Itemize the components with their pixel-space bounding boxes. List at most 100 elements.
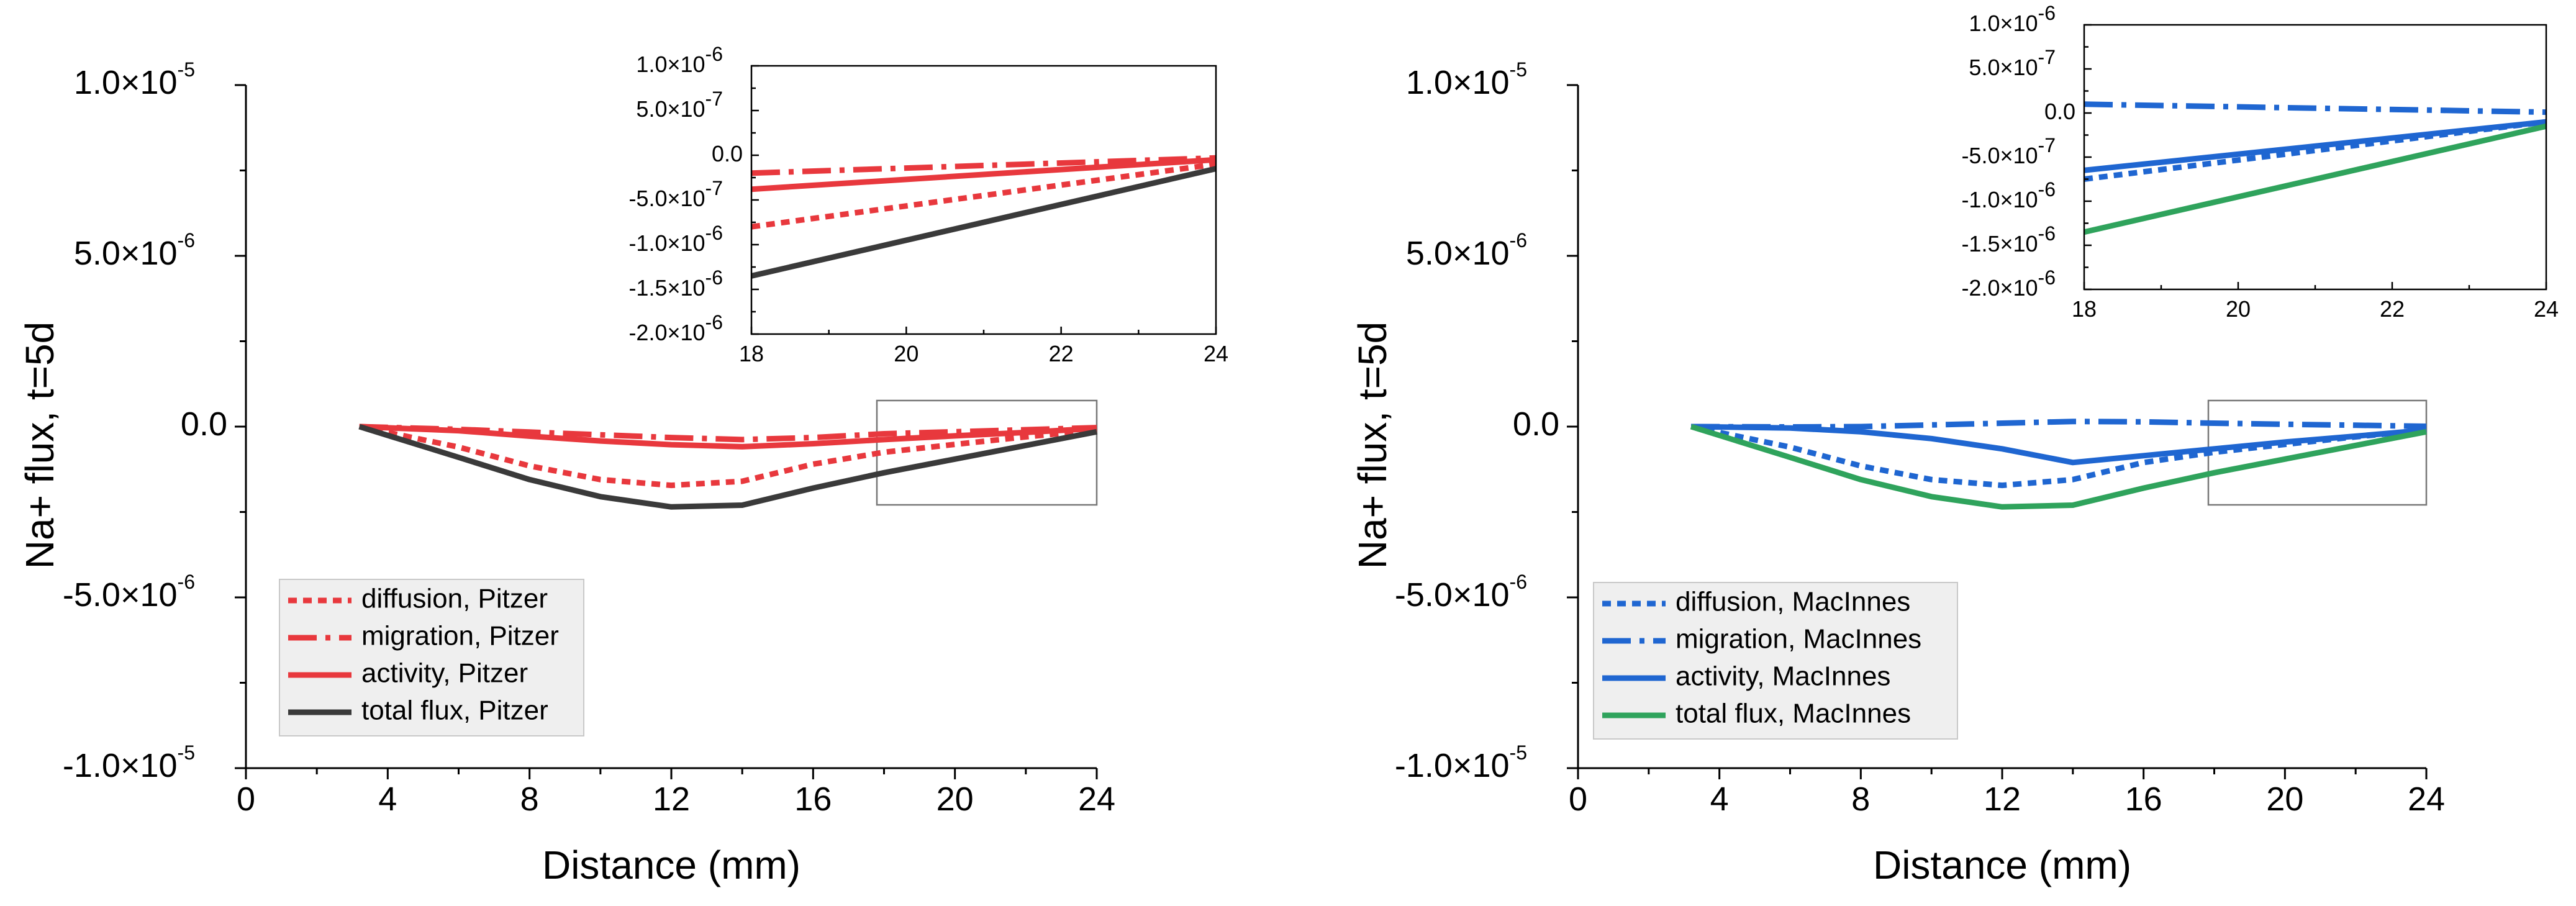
inset-y-tick-label: -1.5×10-6 <box>628 266 723 300</box>
y-tick-label-exponent: -5 <box>1510 58 1527 81</box>
inset-y-tick-label: 0.0 <box>2044 99 2075 124</box>
y-tick-label: 1.0×10-5 <box>74 58 195 101</box>
series-line-migration-pitzer <box>359 424 1097 443</box>
inset-y-tick-label: 5.0×10-7 <box>1969 46 2056 79</box>
x-tick-label: 24 <box>2408 781 2445 818</box>
inset-x-tick-label: 24 <box>1204 341 1228 366</box>
y-tick-label-mantissa: 5.0×10 <box>1406 235 1510 272</box>
x-tick-label: 0 <box>237 781 255 818</box>
inset-y-tick-label-exponent: -7 <box>2038 46 2056 68</box>
inset-y-tick-label-exponent: -6 <box>2038 222 2056 245</box>
inset-y-tick-label: 1.0×10-6 <box>636 43 723 76</box>
legend-label: diffusion, MacInnes <box>1676 587 1910 617</box>
x-tick-label: 24 <box>1078 781 1115 818</box>
inset-y-tick-label: -1.5×10-6 <box>1961 222 2056 256</box>
inset-x-tick-label: 18 <box>2072 296 2097 322</box>
x-tick-label: 20 <box>937 781 974 818</box>
inset-background <box>2084 25 2546 289</box>
series-line-migration-pitzer <box>751 155 1216 176</box>
y-tick-label-exponent: -6 <box>1510 571 1527 593</box>
inset-y-tick-label-exponent: -6 <box>705 266 723 289</box>
x-tick-label: 0 <box>1569 781 1587 818</box>
y-tick-label-mantissa: 0.0 <box>181 405 227 443</box>
inset-y-tick-label-mantissa: -5.0×10 <box>628 186 705 211</box>
y-tick-label-mantissa: -1.0×10 <box>63 747 178 784</box>
series-line-total-flux-macinnes <box>2084 123 2546 235</box>
y-tick-label: 0.0 <box>1513 405 1559 443</box>
inset-y-tick-label: -2.0×10-6 <box>628 311 723 345</box>
x-axis-title: Distance (mm) <box>542 843 800 887</box>
x-tick-label: 4 <box>378 781 397 818</box>
legend-label: migration, MacInnes <box>1676 624 1921 655</box>
x-tick-label: 4 <box>1710 781 1729 818</box>
y-tick-label-mantissa: 0.0 <box>1513 405 1559 443</box>
inset-y-tick-label-mantissa: -1.5×10 <box>1961 231 2038 256</box>
x-tick-label: 12 <box>653 781 690 818</box>
inset-y-tick-label-mantissa: 0.0 <box>712 141 743 166</box>
legend-label: activity, MacInnes <box>1676 661 1890 692</box>
inset-plot: 18 20 22 241.0×10-65.0×10-70.0-5.0×10-7-1.0… <box>628 43 1228 366</box>
y-tick-label: -5.0×10-6 <box>63 571 195 614</box>
x-tick-label: 16 <box>2125 781 2162 818</box>
inset-x-tick-label: 20 <box>2226 296 2251 322</box>
x-tick-label: 8 <box>520 781 539 818</box>
y-tick-label-exponent: -5 <box>178 58 195 81</box>
inset-y-tick-label-mantissa: -2.0×10 <box>628 320 705 345</box>
inset-y-tick-label: -5.0×10-7 <box>1961 134 2056 168</box>
inset-x-tick-label: 22 <box>2380 296 2405 322</box>
series-line-total-flux-pitzer <box>358 424 1097 510</box>
inset-y-tick-label: 1.0×10-6 <box>1969 2 2056 35</box>
x-tick-label: 12 <box>1984 781 2021 818</box>
x-axis-title: Distance (mm) <box>1873 843 2131 887</box>
series-line-activity-pitzer <box>359 424 1097 450</box>
series-line-total-flux-macinnes <box>1690 424 2427 510</box>
series-line-activity-macinnes <box>2084 119 2546 173</box>
inset-y-tick-label-exponent: -7 <box>2038 134 2056 156</box>
inset-x-tick-label: 18 <box>739 341 764 366</box>
y-tick-label-exponent: -6 <box>178 571 195 593</box>
inset-y-tick-label-exponent: -6 <box>2038 2 2056 24</box>
inset-y-tick-label-exponent: -6 <box>705 43 723 65</box>
y-tick-label: -1.0×10-5 <box>1395 741 1527 784</box>
inset-y-tick-label-mantissa: -1.0×10 <box>628 230 705 256</box>
y-tick-label: -5.0×10-6 <box>1395 571 1527 614</box>
inset-background <box>751 66 1216 334</box>
y-tick-label-mantissa: 1.0×10 <box>74 64 178 101</box>
inset-y-tick-label-mantissa: 5.0×10 <box>636 96 705 122</box>
chart-panel-left: 0 4 8 12 16 20 24-1.0×10-5-5.0×10-60.05.0×10-6… <box>17 43 1228 887</box>
legend-label: total flux, Pitzer <box>361 695 548 726</box>
series-line-diffusion-pitzer <box>358 424 1097 489</box>
inset-y-tick-label-mantissa: 5.0×10 <box>1969 55 2038 80</box>
inset-y-tick-label: -5.0×10-7 <box>628 177 723 211</box>
x-tick-label: 8 <box>1851 781 1870 818</box>
y-tick-label-exponent: -6 <box>1510 229 1527 251</box>
inset-y-tick-label: -1.0×10-6 <box>1961 178 2056 212</box>
inset-y-tick-label: -1.0×10-6 <box>628 222 723 255</box>
y-tick-label: 1.0×10-5 <box>1406 58 1527 101</box>
inset-y-tick-label-mantissa: 0.0 <box>2044 99 2075 124</box>
inset-y-tick-label: 0.0 <box>712 141 743 166</box>
inset-y-tick-label-mantissa: 1.0×10 <box>1969 11 2038 36</box>
inset-plot: 18 20 22 241.0×10-65.0×10-70.0-5.0×10-7-1.0… <box>1961 2 2559 322</box>
y-axis-title: Na+ flux, t=5d <box>17 322 62 569</box>
inset-x-tick-label: 24 <box>2534 296 2559 322</box>
legend: diffusion, Pitzer migration, Pitzer activi… <box>279 579 584 736</box>
inset-y-tick-label-exponent: -7 <box>705 177 723 199</box>
chart-panel-right: 0 4 8 12 16 20 24-1.0×10-5-5.0×10-60.05.0×10-6… <box>1350 2 2559 887</box>
inset-x-tick-label: 20 <box>894 341 918 366</box>
inset-y-tick-label-exponent: -6 <box>705 222 723 244</box>
inset-x-tick-label: 22 <box>1049 341 1074 366</box>
y-tick-label-mantissa: 5.0×10 <box>74 235 178 272</box>
inset-y-tick-label-mantissa: 1.0×10 <box>636 52 705 77</box>
series-line-activity-pitzer <box>751 156 1216 193</box>
series-line-activity-macinnes <box>1691 424 2427 466</box>
x-tick-label: 16 <box>794 781 832 818</box>
y-tick-label-exponent: -5 <box>178 741 195 764</box>
inset-y-tick-label-exponent: -6 <box>2038 178 2056 201</box>
inset-y-tick-label: -2.0×10-6 <box>1961 266 2056 300</box>
y-tick-label-mantissa: -5.0×10 <box>1395 576 1510 614</box>
inset-y-tick-label-exponent: -6 <box>2038 266 2056 289</box>
inset-y-tick-label: 5.0×10-7 <box>636 88 723 121</box>
y-tick-label: 0.0 <box>181 405 227 443</box>
